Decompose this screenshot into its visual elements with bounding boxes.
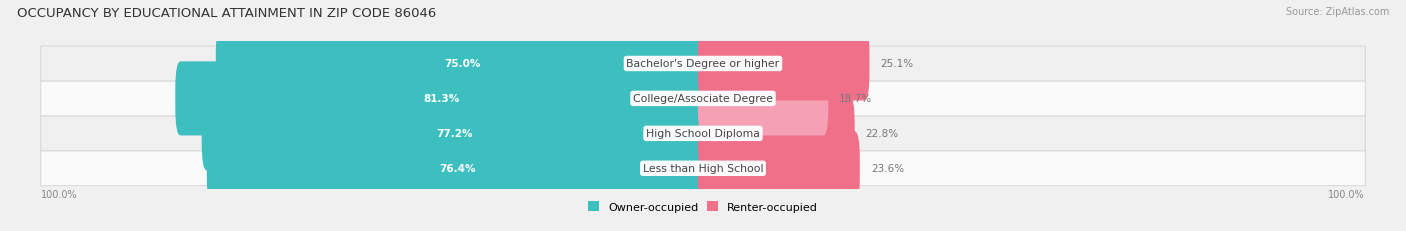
FancyBboxPatch shape (41, 116, 1365, 151)
Text: 22.8%: 22.8% (866, 129, 898, 139)
FancyBboxPatch shape (201, 97, 709, 171)
Text: 75.0%: 75.0% (444, 59, 481, 69)
Text: 77.2%: 77.2% (437, 129, 474, 139)
Text: College/Associate Degree: College/Associate Degree (633, 94, 773, 104)
Text: Less than High School: Less than High School (643, 164, 763, 173)
Text: OCCUPANCY BY EDUCATIONAL ATTAINMENT IN ZIP CODE 86046: OCCUPANCY BY EDUCATIONAL ATTAINMENT IN Z… (17, 7, 436, 20)
Text: 81.3%: 81.3% (423, 94, 460, 104)
Legend: Owner-occupied, Renter-occupied: Owner-occupied, Renter-occupied (583, 197, 823, 216)
Text: 18.7%: 18.7% (839, 94, 872, 104)
Text: Source: ZipAtlas.com: Source: ZipAtlas.com (1285, 7, 1389, 17)
FancyBboxPatch shape (41, 47, 1365, 82)
Text: 100.0%: 100.0% (41, 189, 77, 199)
FancyBboxPatch shape (215, 27, 709, 101)
FancyBboxPatch shape (207, 132, 709, 205)
FancyBboxPatch shape (697, 132, 860, 205)
Text: 23.6%: 23.6% (870, 164, 904, 173)
Text: Bachelor's Degree or higher: Bachelor's Degree or higher (627, 59, 779, 69)
FancyBboxPatch shape (697, 97, 855, 171)
FancyBboxPatch shape (176, 62, 709, 136)
Text: 100.0%: 100.0% (1329, 189, 1365, 199)
FancyBboxPatch shape (697, 62, 828, 136)
FancyBboxPatch shape (41, 151, 1365, 186)
Text: High School Diploma: High School Diploma (647, 129, 759, 139)
FancyBboxPatch shape (697, 27, 869, 101)
Text: 76.4%: 76.4% (439, 164, 475, 173)
Text: 25.1%: 25.1% (880, 59, 914, 69)
FancyBboxPatch shape (41, 82, 1365, 116)
